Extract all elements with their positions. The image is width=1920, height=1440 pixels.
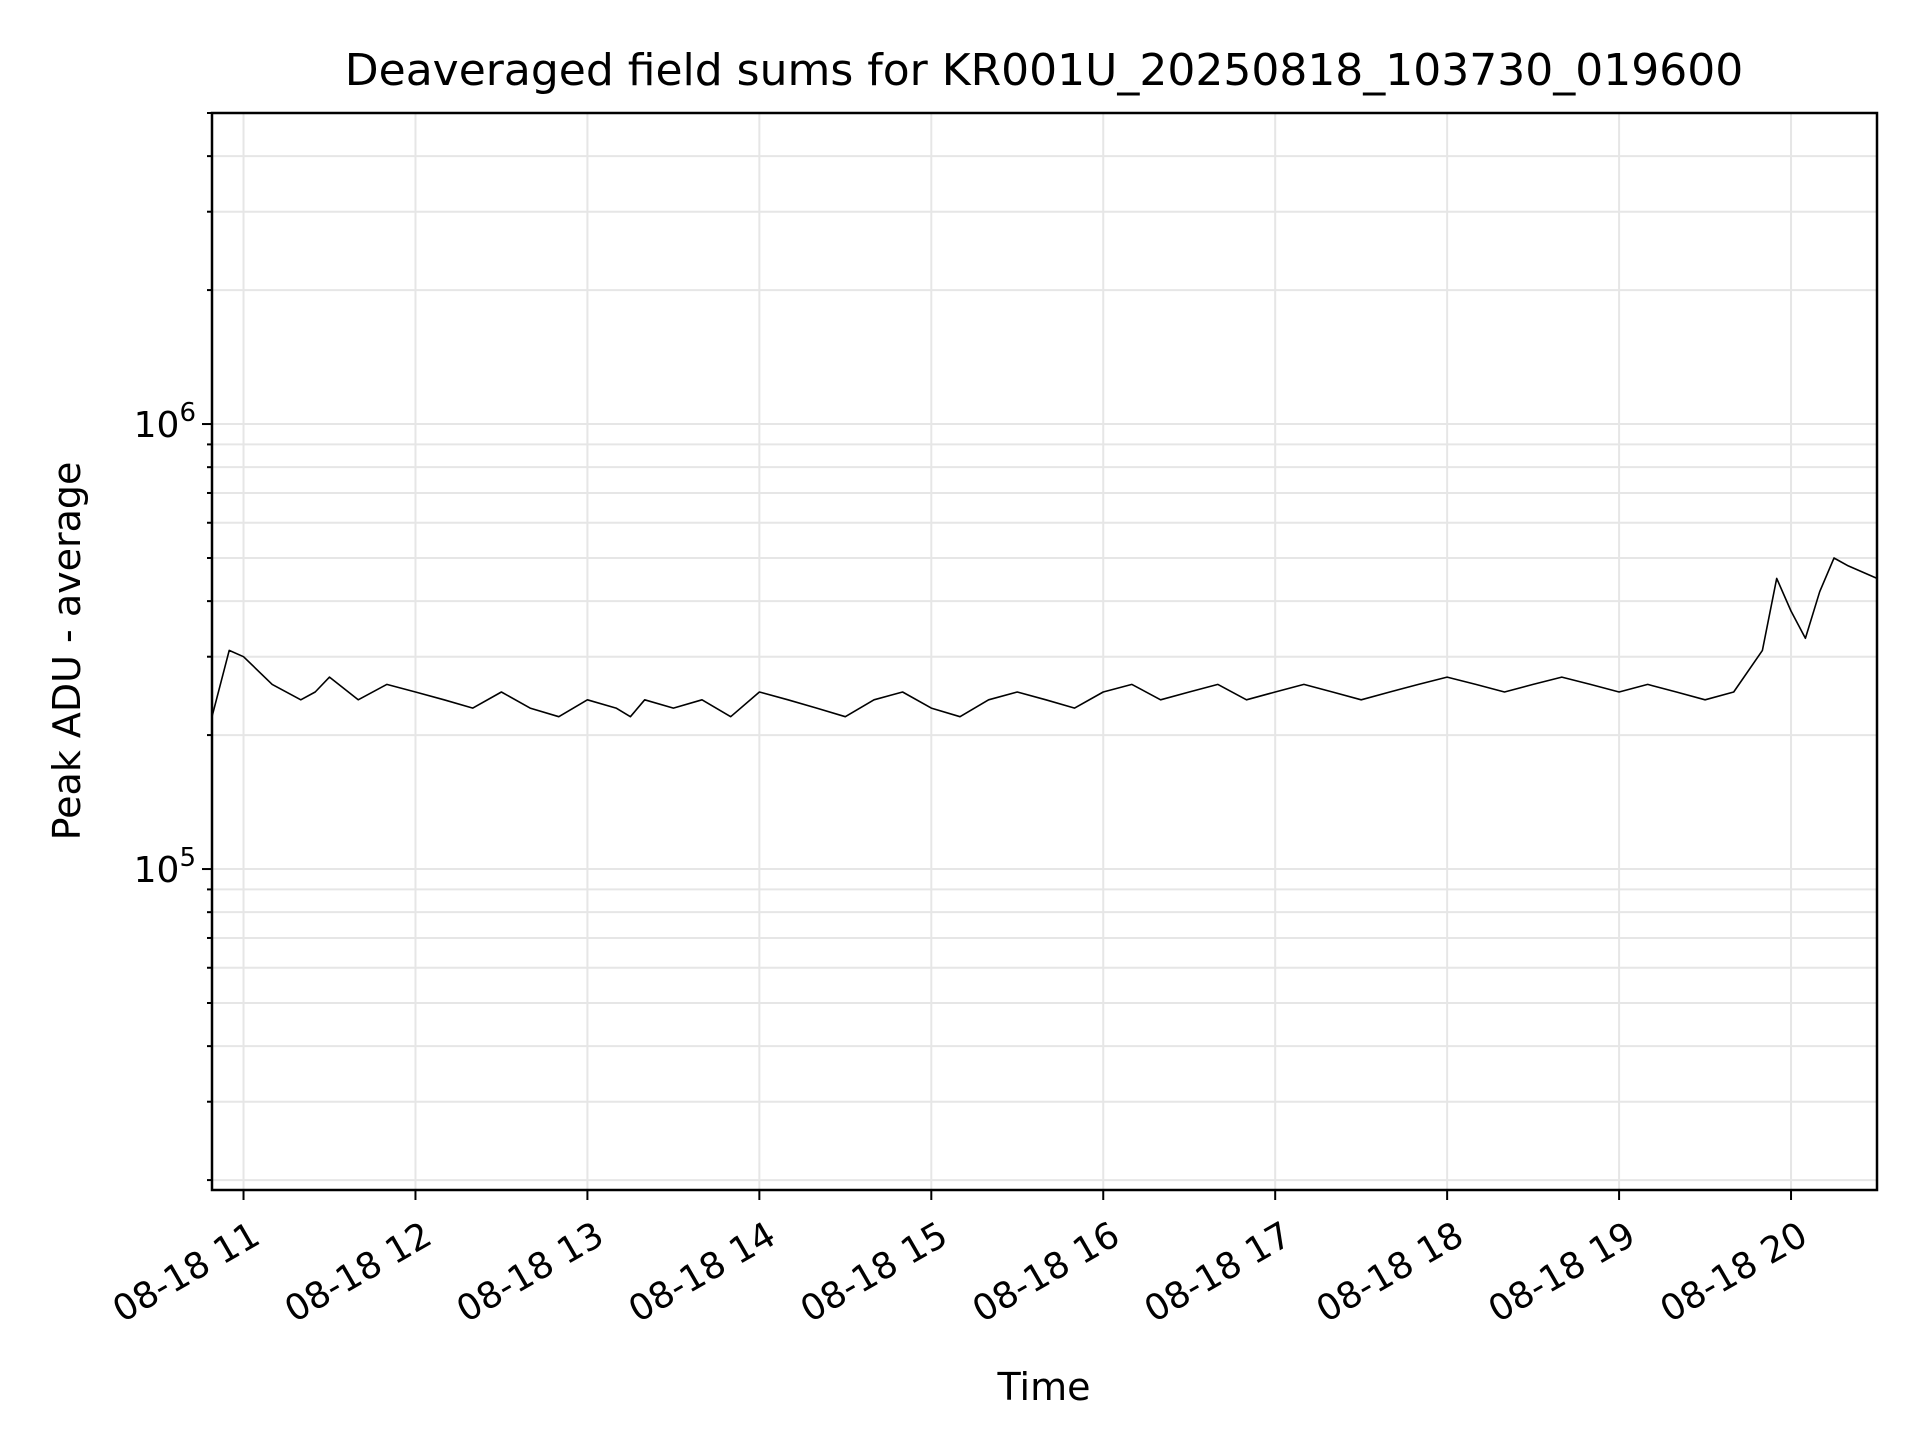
x-tick-label: 08-18 17 [1138,1214,1299,1330]
tick-layer: 08-18 11 08-18 12 08-18 13 08-18 14 08-18 15… [106,112,1815,1331]
x-tick-label: 08-18 11 [106,1214,267,1330]
series-layer [211,557,1878,718]
x-tick-label: 08-18 19 [1482,1214,1643,1330]
y-tick-label: 106 [134,398,196,446]
x-tick-label: 08-18 20 [1654,1214,1815,1330]
chart-title: Deaveraged field sums for KR001U_2025081… [345,45,1743,96]
x-tick-label: 08-18 13 [450,1214,611,1330]
plot-frame [210,111,1879,1192]
y-tick-label: 105 [134,843,196,891]
x-tick-label: 08-18 12 [278,1214,439,1330]
grid-layer [212,112,1877,1190]
x-tick-label: 08-18 18 [1310,1214,1471,1330]
x-tick-label: 08-18 16 [966,1214,1127,1330]
series-line [211,557,1878,718]
x-tick-label: 08-18 14 [622,1214,783,1330]
x-tick-label: 08-18 15 [794,1214,955,1330]
y-axis-label: Peak ADU - average [45,462,89,841]
x-axis-label: Time [997,1365,1091,1409]
